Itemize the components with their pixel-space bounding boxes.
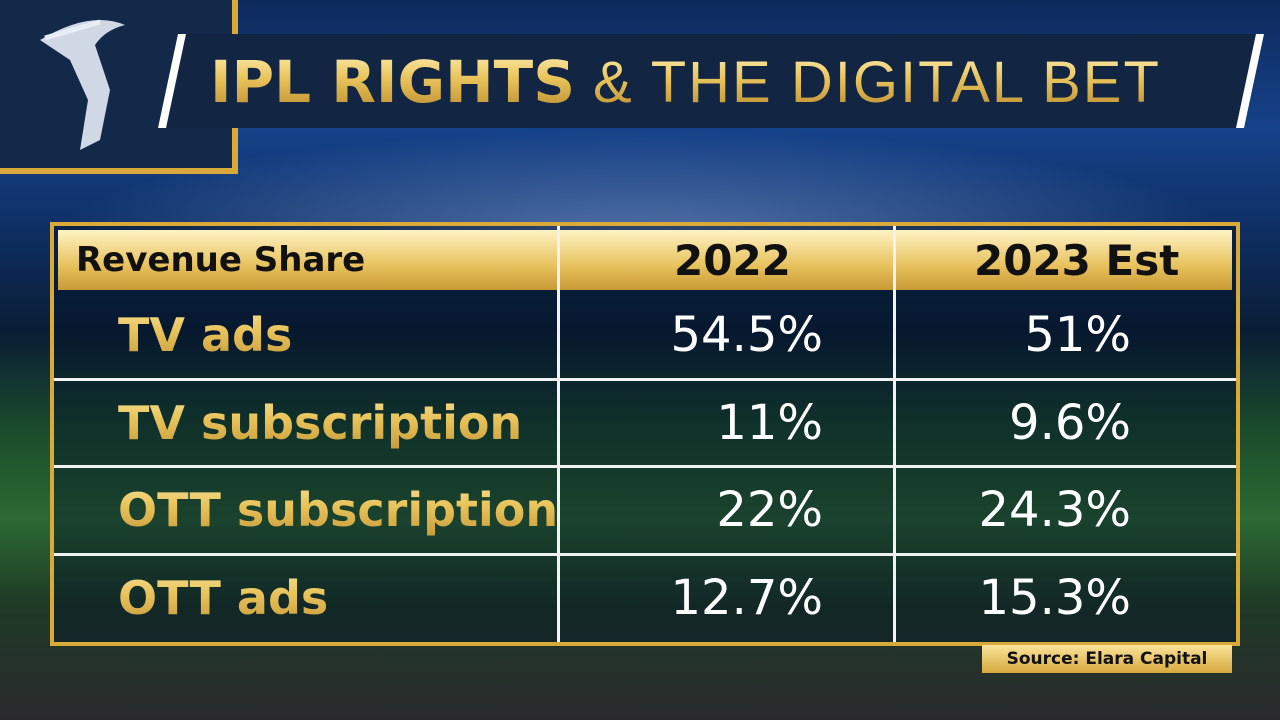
column-header: Revenue Share <box>76 240 366 280</box>
row-divider <box>54 552 1236 556</box>
row-label: OTT ads <box>118 555 328 641</box>
cell-value: 54.5% <box>670 307 823 363</box>
row-label: OTT subscription <box>118 467 558 553</box>
cell-value: 22% <box>716 482 823 538</box>
row-label: TV ads <box>118 292 292 378</box>
logo-icon <box>40 19 125 150</box>
row-divider <box>54 465 1236 468</box>
title-light: & THE DIGITAL BET <box>592 49 1161 115</box>
cell-value: 51% <box>1024 307 1131 363</box>
title: IPL RIGHTS & THE DIGITAL BET <box>210 44 1161 120</box>
column-header: 2022 <box>674 235 791 285</box>
cell-value: 12.7% <box>670 569 823 626</box>
source: Source: Elara Capital <box>982 645 1232 673</box>
column-divider <box>557 226 560 642</box>
row-label: TV subscription <box>118 380 522 466</box>
column-divider <box>893 226 896 642</box>
revenue-table: Revenue Share 2022 2023 Est TV ads 54.5% 5… <box>50 222 1240 646</box>
cell-value: 15.3% <box>978 569 1131 626</box>
cell-value: 9.6% <box>1009 394 1131 451</box>
title-bold: IPL RIGHTS <box>210 48 575 116</box>
column-header: 2023 Est <box>974 235 1180 285</box>
cell-value: 11% <box>716 394 823 451</box>
header-row: Revenue Share 2022 2023 Est <box>58 230 1232 290</box>
row-divider <box>54 377 1236 381</box>
cell-value: 24.3% <box>978 482 1131 538</box>
